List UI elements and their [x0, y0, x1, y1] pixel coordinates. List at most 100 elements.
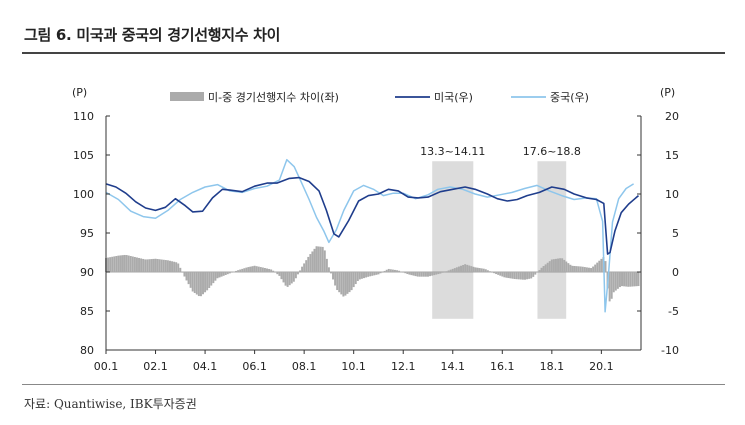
diff-bar: [175, 262, 178, 272]
diff-bar: [214, 272, 217, 281]
shaded-period-1: [432, 161, 474, 319]
diff-bar: [247, 267, 250, 272]
diff-bar: [166, 260, 169, 272]
diff-bar: [294, 272, 297, 279]
diff-bar: [274, 272, 277, 273]
diff-bar: [435, 272, 438, 275]
legend-label-diff: 미-중 경기선행지수 차이(좌): [208, 91, 339, 104]
diff-bar: [404, 272, 407, 274]
diff-bar: [208, 272, 211, 288]
diff-bar: [501, 272, 504, 277]
diff-bar: [133, 256, 136, 272]
diff-bar: [185, 272, 188, 281]
left-axis-unit: (P): [72, 86, 87, 99]
diff-bar: [323, 250, 326, 272]
diff-bar: [542, 266, 545, 272]
legend-label-china: 중국(우): [550, 91, 589, 104]
left-tick-label: 100: [73, 188, 94, 201]
diff-bar: [197, 272, 200, 297]
diff-bar: [336, 272, 339, 291]
title-rule: [22, 52, 725, 54]
diff-bar: [439, 272, 442, 274]
right-tick-label: -10: [661, 344, 679, 357]
diff-bar: [270, 269, 273, 272]
diff-bar: [148, 259, 151, 272]
diff-bar: [402, 272, 405, 273]
diff-bar: [292, 272, 295, 282]
diff-bar: [373, 272, 376, 276]
diff-bar: [204, 272, 207, 293]
diff-bar: [348, 272, 351, 293]
left-tick-label: 90: [80, 266, 94, 279]
diff-bar: [443, 272, 446, 273]
diff-bar: [142, 258, 145, 272]
diff-bar: [113, 256, 116, 272]
diff-bar: [453, 268, 456, 272]
diff-bar: [127, 255, 130, 272]
diff-bar: [164, 260, 167, 272]
source-note: 자료: Quantiwise, IBK투자증권: [24, 397, 197, 411]
diff-bar: [635, 272, 638, 287]
diff-bar: [623, 272, 626, 287]
diff-bar: [152, 258, 155, 272]
diff-bar: [317, 246, 320, 272]
diff-bar: [445, 271, 448, 272]
diff-bar: [466, 264, 469, 272]
diff-bar: [400, 271, 403, 273]
diff-bar: [377, 272, 380, 275]
diff-bar: [109, 257, 112, 272]
diff-bar: [202, 272, 204, 295]
diff-bar: [280, 272, 283, 280]
diff-bar: [470, 266, 473, 272]
diff-bar: [608, 272, 611, 302]
diff-bar: [420, 272, 423, 277]
diff-bar: [534, 272, 537, 275]
x-tick-label: 02.1: [143, 360, 168, 373]
diff-bar: [220, 272, 223, 277]
diff-bar: [305, 260, 308, 272]
diff-bar: [499, 272, 502, 276]
diff-bar: [115, 256, 118, 272]
diff-bar: [552, 259, 555, 272]
diff-bar: [253, 265, 256, 272]
right-axis-unit: (P): [660, 86, 675, 99]
diff-bar: [360, 272, 363, 279]
diff-bar: [455, 267, 458, 272]
diff-bar: [195, 272, 198, 295]
x-tick-label: 06.1: [242, 360, 267, 373]
diff-bar: [528, 272, 531, 279]
left-tick-label: 110: [73, 110, 94, 123]
diff-bar: [332, 272, 335, 280]
diff-bar: [255, 266, 258, 272]
diff-bar: [338, 272, 341, 293]
diff-bar: [618, 272, 621, 288]
diff-bar: [179, 267, 182, 272]
diff-bar: [140, 258, 143, 272]
diff-bar: [383, 270, 386, 272]
diff-bar: [616, 272, 619, 289]
diff-bar: [594, 264, 597, 272]
diff-bar: [222, 272, 225, 276]
diff-bar: [519, 272, 522, 280]
axes: 80 85 90 95 100 105 110 -10 -5 0 5 10 15 20 (P) (P) 00.1…: [72, 86, 679, 373]
diff-bar: [526, 272, 529, 280]
x-tick-label: 10.1: [341, 360, 366, 373]
diff-bar: [278, 272, 281, 276]
diff-bar: [296, 272, 299, 275]
right-tick-label: 5: [672, 227, 679, 240]
diff-bar: [212, 272, 215, 284]
diff-bar: [495, 272, 498, 275]
diff-bar: [119, 255, 122, 272]
diff-bar: [577, 266, 580, 272]
diff-bar: [303, 263, 306, 272]
diff-bar: [565, 261, 568, 272]
diff-bar: [171, 261, 174, 272]
diff-bar: [581, 266, 584, 272]
diff-bar: [315, 246, 318, 272]
diff-bar: [431, 272, 434, 276]
diff-bar: [563, 259, 566, 272]
diff-bar: [288, 272, 291, 286]
diff-bar: [429, 272, 432, 277]
diff-bar: [162, 259, 165, 272]
diff-bar: [460, 265, 462, 272]
